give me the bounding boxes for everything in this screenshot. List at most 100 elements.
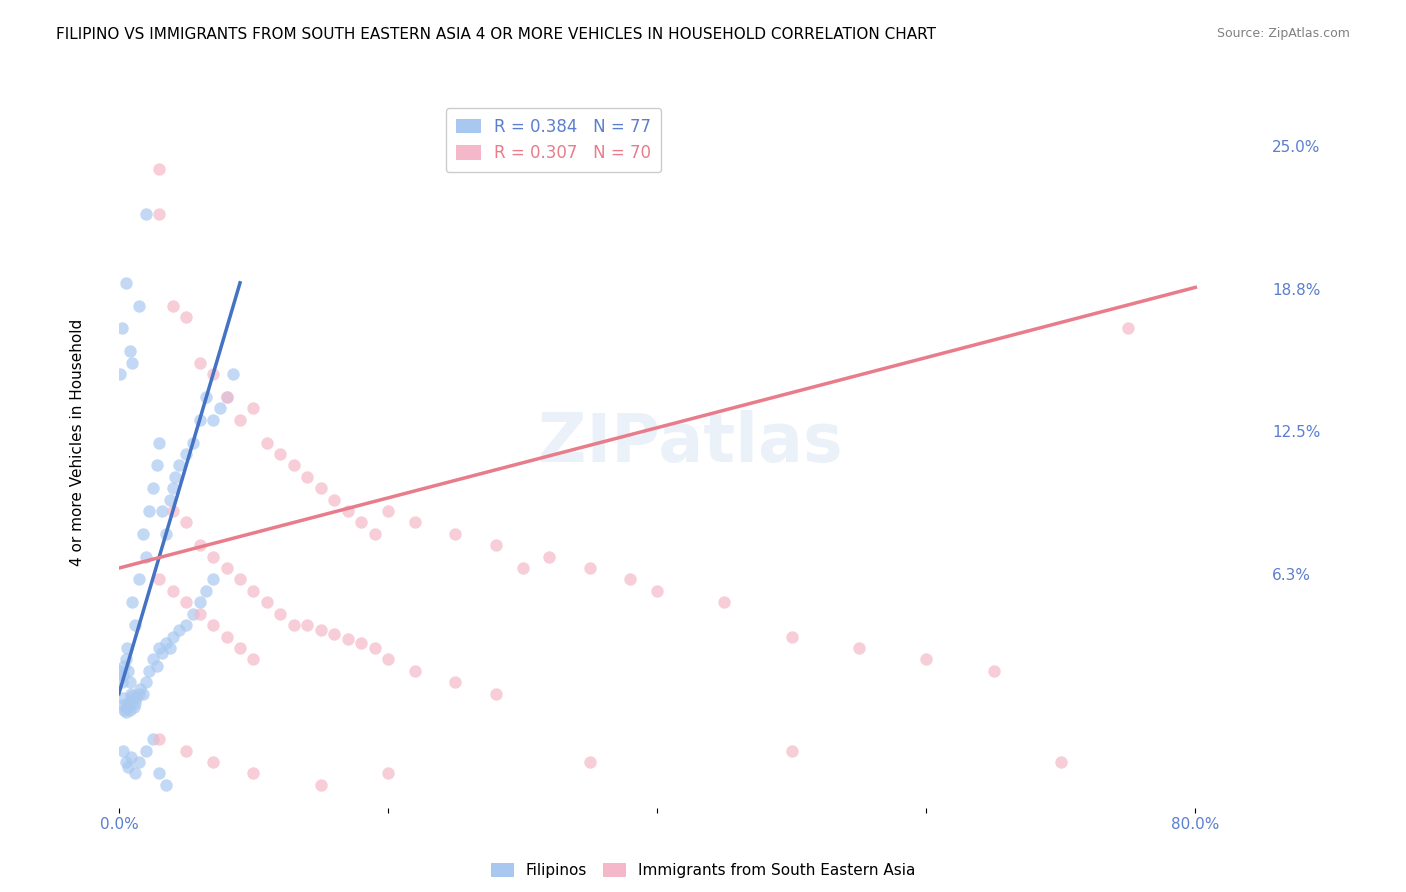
Point	[174, 447, 197, 461]
Point	[162, 299, 184, 313]
Point	[169, 458, 191, 473]
Point	[150, 504, 173, 518]
Point	[111, 744, 134, 758]
Point	[112, 702, 135, 716]
Point	[111, 691, 134, 706]
Point	[202, 573, 225, 587]
Point	[645, 583, 668, 598]
Point	[111, 668, 134, 682]
Point	[780, 744, 803, 758]
Point	[114, 652, 136, 666]
Point	[128, 687, 150, 701]
Point	[120, 687, 142, 701]
Point	[117, 664, 139, 678]
Point	[188, 595, 211, 609]
Point	[269, 447, 291, 461]
Point	[114, 755, 136, 769]
Point	[155, 636, 177, 650]
Text: Source: ZipAtlas.com: Source: ZipAtlas.com	[1216, 27, 1350, 40]
Y-axis label: 4 or more Vehicles in Household: 4 or more Vehicles in Household	[70, 319, 84, 566]
Point	[128, 755, 150, 769]
Point	[283, 458, 305, 473]
Point	[129, 681, 152, 696]
Point	[215, 630, 238, 644]
Point	[323, 627, 346, 641]
Point	[780, 630, 803, 644]
Point	[145, 458, 167, 473]
Point	[142, 481, 165, 495]
Point	[174, 310, 197, 324]
Point	[579, 755, 602, 769]
Point	[323, 492, 346, 507]
Point	[165, 470, 187, 484]
Legend: R = 0.384   N = 77, R = 0.307   N = 70: R = 0.384 N = 77, R = 0.307 N = 70	[446, 108, 661, 172]
Point	[181, 435, 204, 450]
Point	[135, 744, 157, 758]
Point	[208, 401, 231, 416]
Point	[148, 732, 170, 747]
Point	[309, 481, 332, 495]
Point	[121, 356, 143, 370]
Point	[242, 652, 264, 666]
Point	[202, 618, 225, 632]
Point	[309, 778, 332, 792]
Point	[128, 299, 150, 313]
Point	[256, 435, 278, 450]
Point	[118, 344, 141, 359]
Point	[120, 750, 142, 764]
Point	[363, 526, 385, 541]
Point	[162, 583, 184, 598]
Point	[848, 640, 870, 655]
Point	[242, 766, 264, 780]
Point	[619, 573, 641, 587]
Point	[195, 583, 218, 598]
Point	[222, 367, 245, 381]
Point	[148, 435, 170, 450]
Point	[242, 583, 264, 598]
Point	[122, 700, 145, 714]
Point	[215, 561, 238, 575]
Point	[155, 778, 177, 792]
Point	[128, 573, 150, 587]
Point	[138, 664, 160, 678]
Point	[125, 691, 148, 706]
Point	[118, 702, 141, 716]
Point	[135, 207, 157, 221]
Point	[159, 492, 181, 507]
Point	[110, 367, 132, 381]
Point	[142, 732, 165, 747]
Point	[145, 659, 167, 673]
Point	[269, 607, 291, 621]
Point	[377, 766, 399, 780]
Point	[169, 623, 191, 637]
Point	[117, 696, 139, 710]
Point	[124, 618, 146, 632]
Point	[138, 504, 160, 518]
Point	[159, 640, 181, 655]
Point	[579, 561, 602, 575]
Point	[115, 640, 138, 655]
Point	[309, 623, 332, 637]
Point	[121, 595, 143, 609]
Point	[188, 356, 211, 370]
Point	[202, 367, 225, 381]
Point	[215, 390, 238, 404]
Point	[188, 538, 211, 552]
Point	[188, 413, 211, 427]
Point	[114, 276, 136, 290]
Point	[350, 636, 373, 650]
Point	[148, 640, 170, 655]
Point	[377, 504, 399, 518]
Point	[1116, 321, 1139, 335]
Point	[162, 630, 184, 644]
Point	[124, 766, 146, 780]
Point	[336, 632, 359, 646]
Point	[512, 561, 534, 575]
Point	[404, 516, 426, 530]
Point	[195, 390, 218, 404]
Point	[150, 646, 173, 660]
Point	[350, 516, 373, 530]
Point	[229, 640, 252, 655]
Point	[142, 652, 165, 666]
Point	[174, 516, 197, 530]
